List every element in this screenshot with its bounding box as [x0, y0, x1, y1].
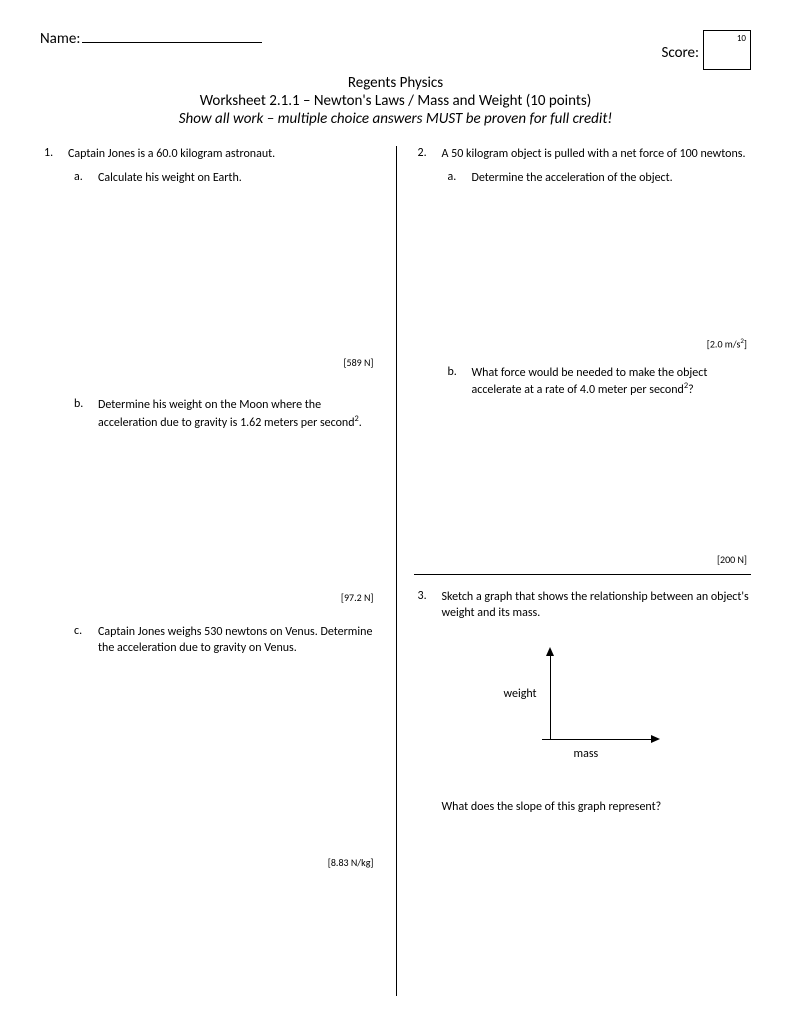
- q1b-text: Determine his weight on the Moon where t…: [98, 397, 378, 430]
- q1a-text: Calculate his weight on Earth.: [98, 170, 378, 186]
- x-axis-arrow-icon: [651, 735, 660, 743]
- q1-part-c: c. Captain Jones weighs 530 newtons on V…: [68, 624, 378, 869]
- question-2: 2. A 50 kilogram object is pulled with a…: [414, 146, 752, 566]
- q2-part-b: b. What force would be needed to make th…: [442, 365, 752, 566]
- score-section: Score: 10: [661, 30, 751, 70]
- score-max: 10: [737, 33, 746, 44]
- left-column: 1. Captain Jones is a 60.0 kilogram astr…: [40, 146, 396, 869]
- question-1: 1. Captain Jones is a 60.0 kilogram astr…: [40, 146, 378, 869]
- x-axis: [542, 739, 652, 740]
- name-blank-line: [82, 42, 262, 43]
- q2b-text: What force would be needed to make the o…: [472, 365, 752, 398]
- q2-number: 2.: [418, 146, 427, 160]
- question-3: 3. Sketch a graph that shows the relatio…: [414, 589, 752, 816]
- course-title: Regents Physics: [40, 74, 751, 92]
- q1-number: 1.: [44, 146, 53, 160]
- q3-stem: Sketch a graph that shows the relationsh…: [442, 589, 752, 621]
- name-field: Name:: [40, 30, 262, 48]
- x-axis-label: mass: [574, 747, 599, 761]
- score-box: 10: [703, 30, 751, 70]
- q3-number: 3.: [418, 589, 427, 603]
- section-rule: [414, 574, 752, 575]
- worksheet-instruction: Show all work – multiple choice answers …: [40, 110, 751, 128]
- two-column-layout: 1. Captain Jones is a 60.0 kilogram astr…: [40, 146, 751, 869]
- y-axis-label: weight: [504, 687, 537, 701]
- q3-followup: What does the slope of this graph repres…: [442, 799, 752, 815]
- q1a-answer: [589 N]: [98, 356, 378, 369]
- q1-part-b: b. Determine his weight on the Moon wher…: [68, 397, 378, 603]
- q1a-letter: a.: [74, 170, 83, 184]
- header-row: Name: Score: 10: [40, 30, 751, 70]
- q1-stem: Captain Jones is a 60.0 kilogram astrona…: [68, 146, 378, 162]
- q2-stem: A 50 kilogram object is pulled with a ne…: [442, 146, 752, 162]
- graph-axes: weight mass: [502, 649, 662, 759]
- q2a-answer: [2.0 m/s2]: [472, 336, 752, 350]
- q2-part-a: a. Determine the acceleration of the obj…: [442, 170, 752, 351]
- name-label: Name:: [40, 30, 80, 48]
- q1c-text: Captain Jones weighs 530 newtons on Venu…: [98, 624, 378, 656]
- q1c-letter: c.: [74, 624, 82, 638]
- q1b-letter: b.: [74, 397, 83, 411]
- q2a-text: Determine the acceleration of the object…: [472, 170, 752, 186]
- y-axis-arrow-icon: [546, 647, 554, 656]
- worksheet-title: Worksheet 2.1.1 – Newton's Laws / Mass a…: [40, 92, 751, 110]
- score-label: Score:: [661, 44, 699, 62]
- q2b-answer: [200 N]: [472, 553, 752, 566]
- q1b-answer: [97.2 N]: [98, 591, 378, 604]
- right-column: 2. A 50 kilogram object is pulled with a…: [396, 146, 752, 869]
- y-axis: [550, 649, 551, 739]
- q1c-answer: [8.83 N/kg]: [98, 856, 378, 869]
- title-block: Regents Physics Worksheet 2.1.1 – Newton…: [40, 74, 751, 128]
- q2a-letter: a.: [448, 170, 457, 184]
- q2b-letter: b.: [448, 365, 457, 379]
- q1-part-a: a. Calculate his weight on Earth. [589 N…: [68, 170, 378, 369]
